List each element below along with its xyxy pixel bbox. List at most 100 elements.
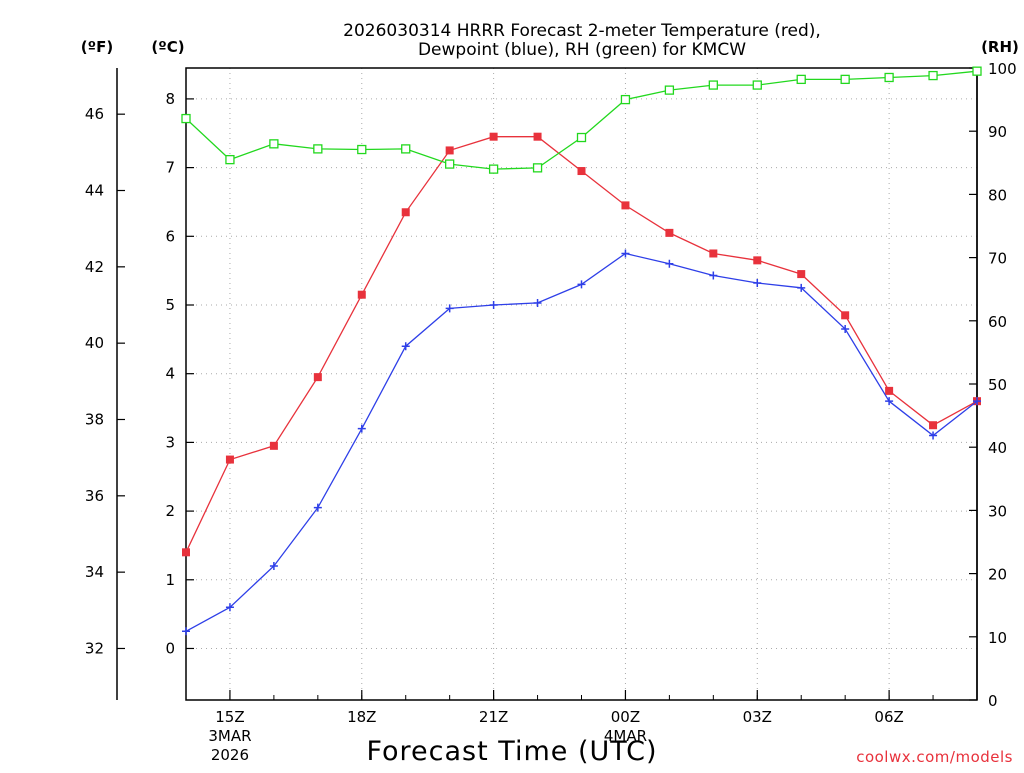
- dewpoint-point: [577, 280, 586, 289]
- credit-link[interactable]: coolwx.com/models: [856, 748, 1013, 766]
- rh-point: [401, 144, 411, 154]
- rh-tick-label: 100: [988, 60, 1017, 78]
- fahrenheit-tick-label: 40: [85, 334, 104, 352]
- fahrenheit-unit-label: (ºF): [81, 38, 113, 56]
- dewpoint-point: [313, 503, 322, 512]
- dewpoint-series: [182, 249, 981, 636]
- celsius-axis: 0 1 2 3 4 5 6 7 8: [165, 90, 194, 657]
- temperature-point: [357, 290, 366, 299]
- temperature-point: [401, 208, 410, 217]
- rh-tick-label: 90: [988, 123, 1007, 141]
- celsius-tick-label: 4: [165, 365, 175, 383]
- rh-point: [796, 74, 806, 85]
- rh-point: [752, 80, 762, 90]
- rh-point: [445, 159, 455, 169]
- temperature-point: [269, 441, 278, 450]
- rh-point: [576, 132, 587, 143]
- time-year-label: 2026: [211, 746, 249, 764]
- time-tick-label: 21Z: [479, 708, 508, 726]
- dewpoint-point: [885, 397, 894, 406]
- temperature-point: [665, 228, 674, 237]
- time-tick-label: 18Z: [347, 708, 376, 726]
- rh-tick-label: 60: [988, 313, 1007, 331]
- rh-tick-label: 30: [988, 502, 1007, 520]
- celsius-tick-label: 8: [165, 90, 175, 108]
- rh-point: [225, 154, 235, 165]
- dewpoint-point: [709, 271, 718, 280]
- chart-title-line1: 2026030314 HRRR Forecast 2-meter Tempera…: [343, 21, 821, 41]
- rh-tick-label: 40: [988, 439, 1007, 457]
- dewpoint-point: [929, 431, 938, 440]
- series-layer: [181, 66, 982, 636]
- temperature-point: [577, 167, 586, 176]
- temperature-series: [182, 132, 981, 557]
- celsius-tick-label: 6: [165, 227, 175, 245]
- fahrenheit-tick-label: 42: [85, 258, 104, 276]
- rh-tick-label: 0: [988, 692, 998, 710]
- rh-unit-label: (RH): [981, 38, 1019, 56]
- rh-point: [620, 94, 631, 105]
- rh-point: [708, 80, 718, 90]
- fahrenheit-tick-label: 44: [85, 182, 104, 200]
- temperature-point: [621, 201, 630, 210]
- rh-point: [313, 144, 323, 154]
- celsius-tick-label: 1: [165, 571, 175, 589]
- dewpoint-point: [841, 325, 850, 334]
- rh-tick-label: 70: [988, 250, 1007, 268]
- celsius-tick-label: 3: [165, 433, 175, 451]
- rh-point: [972, 66, 982, 76]
- dewpoint-point: [269, 562, 278, 571]
- temperature-point: [489, 132, 498, 141]
- temperature-point: [797, 270, 806, 279]
- temperature-point: [225, 455, 234, 464]
- temperature-point: [929, 421, 938, 430]
- time-date-label: 3MAR: [208, 727, 251, 745]
- dewpoint-point: [753, 279, 762, 288]
- rh-point: [357, 144, 367, 155]
- plot-area-frame: [185, 67, 978, 701]
- grid-lines: [186, 68, 977, 700]
- temperature-point: [841, 311, 850, 320]
- rh-point: [181, 113, 191, 124]
- fahrenheit-tick-label: 36: [85, 487, 104, 505]
- chart-title-line2: Dewpoint (blue), RH (green) for KMCW: [418, 40, 746, 60]
- rh-point: [928, 70, 938, 81]
- rh-tick-label: 50: [988, 376, 1007, 394]
- rh-point: [664, 85, 675, 95]
- fahrenheit-tick-label: 34: [85, 563, 104, 581]
- time-date-label: 4MAR: [604, 727, 647, 745]
- dewpoint-point: [621, 249, 630, 258]
- dewpoint-point: [401, 342, 410, 351]
- temperature-point: [885, 386, 894, 395]
- fahrenheit-axis: 32 34 36 38 40 42 44 46: [85, 105, 125, 657]
- dewpoint-point: [489, 301, 498, 309]
- rh-point: [269, 139, 279, 149]
- rh-point: [532, 163, 543, 173]
- dewpoint-point: [973, 397, 981, 406]
- temperature-point: [753, 256, 762, 265]
- temperature-line: [185, 136, 978, 553]
- time-tick-label: 03Z: [743, 708, 772, 726]
- fahrenheit-tick-label: 38: [85, 410, 104, 428]
- time-tick-label: 06Z: [874, 708, 903, 726]
- temperature-point: [533, 132, 542, 141]
- fahrenheit-tick-label: 46: [85, 105, 104, 123]
- dewpoint-point: [533, 298, 542, 307]
- temperature-point: [709, 249, 718, 258]
- time-tick-label: 15Z: [215, 708, 244, 726]
- rh-axis: 0 10 20 30 40 50 60 70 80 90 100: [969, 60, 1017, 710]
- temperature-point: [445, 146, 454, 155]
- rh-line: [185, 70, 978, 170]
- temperature-point: [313, 373, 322, 382]
- time-tick-label: 00Z: [611, 708, 640, 726]
- dewpoint-point: [665, 259, 674, 268]
- dewpoint-point: [225, 603, 234, 612]
- celsius-tick-label: 2: [165, 502, 175, 520]
- celsius-tick-label: 5: [165, 296, 175, 314]
- dewpoint-point: [182, 627, 190, 636]
- rh-tick-label: 10: [988, 629, 1007, 647]
- rh-series: [181, 66, 982, 174]
- rh-point: [488, 164, 499, 174]
